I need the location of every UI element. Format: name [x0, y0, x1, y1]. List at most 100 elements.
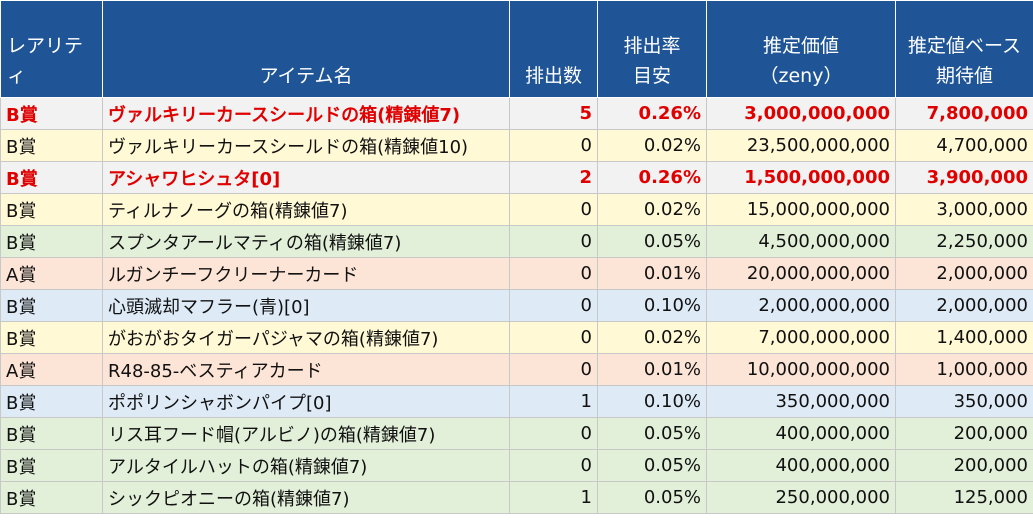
cell-item-name: ティルナノーグの箱(精錬値7) [102, 193, 510, 226]
table-row: B賞 アルタイルハットの箱(精錬値7) 0 0.05% 400,000,000 200,0… [0, 449, 1033, 482]
cell-count: 0 [509, 417, 598, 450]
cell-value: 3,000,000,000 [706, 97, 896, 130]
table-row: B賞 ヴァルキリーカースシールドの箱(精錬値10) 0 0.02% 23,500,000… [0, 129, 1033, 162]
cell-rarity: B賞 [0, 385, 103, 418]
cell-item-name: ポポリンシャボンパイプ[0] [102, 385, 510, 418]
table-row: B賞 シックピオニーの箱(精錬値7) 1 0.05% 250,000,000 125,00… [0, 481, 1033, 514]
cell-expected: 200,000 [895, 417, 1033, 450]
cell-value: 250,000,000 [706, 481, 896, 514]
cell-expected: 2,000,000 [895, 289, 1033, 322]
cell-rarity: B賞 [0, 289, 103, 322]
cell-item-name: スプンタアールマティの箱(精錬値7) [102, 225, 510, 258]
cell-value: 4,500,000,000 [706, 225, 896, 258]
cell-expected: 125,000 [895, 481, 1033, 514]
cell-expected: 3,000,000 [895, 193, 1033, 226]
cell-item-name: アシャワヒシュタ[0] [102, 161, 510, 194]
cell-value: 2,000,000,000 [706, 289, 896, 322]
cell-rate: 0.05% [597, 449, 707, 482]
cell-rate: 0.10% [597, 385, 707, 418]
cell-item-name: R48-85-ベスティアカード [102, 353, 510, 386]
cell-expected: 3,900,000 [895, 161, 1033, 194]
cell-rate: 0.05% [597, 417, 707, 450]
table-row: A賞 R48-85-ベスティアカード 0 0.01% 10,000,000,000 1,0… [0, 353, 1033, 386]
cell-expected: 4,700,000 [895, 129, 1033, 162]
cell-count: 0 [509, 257, 598, 290]
table-row: B賞 リス耳フード帽(アルビノ)の箱(精錬値7) 0 0.05% 400,000,000… [0, 417, 1033, 450]
cell-value: 15,000,000,000 [706, 193, 896, 226]
cell-rate: 0.01% [597, 353, 707, 386]
table-body: B賞 ヴァルキリーカースシールドの箱(精錬値7) 5 0.26% 3,000,000,0… [0, 97, 1033, 514]
header-row: レアリティ アイテム名 排出数 排出率 目安 推定価値 （zeny） 推定値ベース期… [0, 0, 1033, 98]
cell-value: 400,000,000 [706, 417, 896, 450]
header-rate: 排出率 目安 [597, 0, 707, 98]
cell-rate: 0.02% [597, 129, 707, 162]
cell-expected: 1,400,000 [895, 321, 1033, 354]
cell-count: 2 [509, 161, 598, 194]
header-rarity: レアリティ [0, 0, 103, 98]
cell-item-name: ヴァルキリーカースシールドの箱(精錬値10) [102, 129, 510, 162]
cell-expected: 200,000 [895, 449, 1033, 482]
cell-count: 0 [509, 129, 598, 162]
cell-rarity: B賞 [0, 449, 103, 482]
cell-expected: 350,000 [895, 385, 1033, 418]
table-header: レアリティ アイテム名 排出数 排出率 目安 推定価値 （zeny） 推定値ベース期… [0, 0, 1033, 98]
cell-item-name: がおがおタイガーパジャマの箱(精錬値7) [102, 321, 510, 354]
cell-expected: 2,250,000 [895, 225, 1033, 258]
cell-count: 1 [509, 385, 598, 418]
table-row: B賞 がおがおタイガーパジャマの箱(精錬値7) 0 0.02% 7,000,000,00… [0, 321, 1033, 354]
cell-item-name: ヴァルキリーカースシールドの箱(精錬値7) [102, 97, 510, 130]
cell-rarity: A賞 [0, 353, 103, 386]
cell-rarity: B賞 [0, 97, 103, 130]
cell-rate: 0.02% [597, 193, 707, 226]
table-row: B賞 アシャワヒシュタ[0] 2 0.26% 1,500,000,000 3,900,00… [0, 161, 1033, 194]
table-row: B賞 ポポリンシャボンパイプ[0] 1 0.10% 350,000,000 350,000 [0, 385, 1033, 418]
cell-rarity: B賞 [0, 161, 103, 194]
cell-rate: 0.26% [597, 161, 707, 194]
table-row: B賞 スプンタアールマティの箱(精錬値7) 0 0.05% 4,500,000,000 2… [0, 225, 1033, 258]
cell-rate: 0.05% [597, 225, 707, 258]
cell-value: 350,000,000 [706, 385, 896, 418]
cell-count: 5 [509, 97, 598, 130]
cell-expected: 1,000,000 [895, 353, 1033, 386]
cell-rarity: A賞 [0, 257, 103, 290]
cell-rarity: B賞 [0, 193, 103, 226]
cell-rarity: B賞 [0, 129, 103, 162]
cell-rarity: B賞 [0, 225, 103, 258]
cell-rate: 0.01% [597, 257, 707, 290]
cell-item-name: ルガンチーフクリーナーカード [102, 257, 510, 290]
cell-expected: 2,000,000 [895, 257, 1033, 290]
table-row: A賞 ルガンチーフクリーナーカード 0 0.01% 20,000,000,000 2,00… [0, 257, 1033, 290]
cell-value: 23,500,000,000 [706, 129, 896, 162]
table-row: B賞 心頭滅却マフラー(青)[0] 0 0.10% 2,000,000,000 2,000… [0, 289, 1033, 322]
cell-value: 10,000,000,000 [706, 353, 896, 386]
cell-rate: 0.05% [597, 481, 707, 514]
cell-value: 400,000,000 [706, 449, 896, 482]
cell-item-name: 心頭滅却マフラー(青)[0] [102, 289, 510, 322]
cell-count: 0 [509, 289, 598, 322]
cell-item-name: リス耳フード帽(アルビノ)の箱(精錬値7) [102, 417, 510, 450]
cell-expected: 7,800,000 [895, 97, 1033, 130]
cell-count: 0 [509, 353, 598, 386]
header-value: 推定価値 （zeny） [706, 0, 896, 98]
cell-rarity: B賞 [0, 481, 103, 514]
cell-count: 0 [509, 225, 598, 258]
cell-rarity: B賞 [0, 417, 103, 450]
cell-count: 1 [509, 481, 598, 514]
cell-item-name: アルタイルハットの箱(精錬値7) [102, 449, 510, 482]
cell-value: 7,000,000,000 [706, 321, 896, 354]
cell-count: 0 [509, 449, 598, 482]
table-row: B賞 ティルナノーグの箱(精錬値7) 0 0.02% 15,000,000,000 3,0… [0, 193, 1033, 226]
drop-rate-table: レアリティ アイテム名 排出数 排出率 目安 推定価値 （zeny） 推定値ベース期… [0, 0, 1033, 514]
cell-rate: 0.10% [597, 289, 707, 322]
cell-count: 0 [509, 193, 598, 226]
cell-count: 0 [509, 321, 598, 354]
header-count: 排出数 [509, 0, 598, 98]
table-row: B賞 ヴァルキリーカースシールドの箱(精錬値7) 5 0.26% 3,000,000,0… [0, 97, 1033, 130]
cell-value: 1,500,000,000 [706, 161, 896, 194]
cell-rarity: B賞 [0, 321, 103, 354]
cell-value: 20,000,000,000 [706, 257, 896, 290]
cell-item-name: シックピオニーの箱(精錬値7) [102, 481, 510, 514]
header-expected: 推定値ベース 期待値 [895, 0, 1033, 98]
cell-rate: 0.02% [597, 321, 707, 354]
cell-rate: 0.26% [597, 97, 707, 130]
